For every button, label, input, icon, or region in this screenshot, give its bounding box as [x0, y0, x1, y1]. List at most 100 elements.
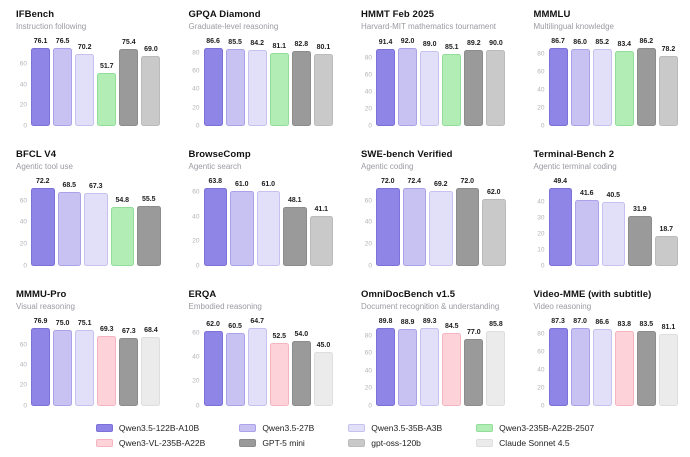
bar-column-qwen3-5-27b: 61.0	[230, 181, 254, 266]
bar-column-qwen3-vl-235b-a22b: 52.5	[269, 328, 289, 406]
bar-gpt-oss-120b	[482, 199, 506, 266]
bar-qwen3-5-27b	[53, 329, 73, 406]
bar-value-label: 84.2	[250, 40, 264, 48]
bar-column-gpt-5-mini: 54.0	[291, 328, 311, 406]
legend-label: Qwen3.5-35B-A3B	[371, 423, 443, 433]
y-tick-label: 60	[192, 329, 200, 337]
bar-value-label: 62.0	[486, 189, 501, 197]
y-tick-label: 0	[368, 261, 372, 269]
bar-value-label: 72.0	[380, 178, 395, 186]
plot-area: 0 20 40 60 62.0 60.5 64.7 52.5 54.0 45.0	[189, 316, 334, 408]
bar-value-label: 68.4	[144, 326, 158, 334]
plot-area: 0 20 40 60 76.9 75.0 75.1 69.3 67.3 68.4	[16, 316, 161, 408]
bar-qwen3-235b-a22b-2507	[110, 206, 134, 266]
bar-column-gpt-5-mini: 72.0	[455, 178, 479, 266]
bars-area: 72.2 68.5 67.3 54.8 55.5	[31, 178, 161, 266]
chart-subtitle: Document recognition & understanding	[361, 302, 500, 311]
bar-value-label: 61.0	[234, 181, 249, 189]
bar-value-label: 85.8	[489, 321, 503, 329]
bar-gpt-oss-120b	[654, 236, 678, 266]
legend-label: Qwen3-235B-A22B-2507	[499, 423, 595, 433]
bar-value-label: 64.7	[250, 318, 264, 325]
bars-area: 76.1 76.5 70.2 51.7 75.4 69.0	[31, 38, 161, 126]
bar-qwen3-5-122b-a10b	[548, 188, 572, 266]
bar-value-label: 40.5	[606, 192, 621, 200]
bar-qwen3-5-35b-a3b	[75, 54, 95, 126]
bar-qwen3-5-27b	[570, 48, 590, 126]
plot-area: 0 20 40 60 63.8 61.0 61.0 48.1 41.1	[189, 176, 333, 268]
bar-value-label: 92.0	[400, 38, 415, 45]
chart-card-hmmt-feb-2025: HMMT Feb 2025 Harvard-MIT mathematics tou…	[345, 0, 518, 140]
bar-qwen3-5-35b-a3b	[247, 328, 267, 406]
legend-label: Qwen3-VL-235B-A22B	[118, 438, 206, 448]
bar-value-label: 76.9	[33, 318, 48, 325]
y-tick-label: 0	[195, 401, 200, 409]
bars-area: 91.4 92.0 89.0 85.1 89.2 90.0	[376, 38, 506, 126]
bar-column-qwen3-5-35b-a3b: 40.5	[601, 188, 625, 266]
y-tick-label: 0	[195, 121, 200, 129]
bar-qwen3-5-35b-a3b	[247, 50, 267, 126]
y-tick-label: 40	[192, 212, 200, 220]
chart-subtitle: Video reasoning	[533, 302, 592, 311]
y-tick-label: 20	[192, 237, 200, 245]
y-axis: 0 20 40 60	[16, 48, 31, 128]
bar-value-label: 18.7	[659, 226, 674, 234]
bar-column-qwen3-5-122b-a10b: 72.2	[31, 178, 55, 266]
bar-value-label: 85.1	[444, 43, 459, 51]
legend-item-gpt-oss-120b: gpt-oss-120b	[348, 438, 442, 448]
bars-area: 86.7 86.0 85.2 83.4 86.2 78.2	[548, 38, 679, 126]
bars-area: 62.0 60.5 64.7 52.5 54.0 45.0	[203, 318, 334, 406]
bar-gpt-5-mini	[119, 49, 139, 126]
chart-title: Video-MME (with subtitle)	[533, 289, 652, 300]
y-axis: 0 20 40 60	[189, 188, 204, 268]
bar-value-label: 70.2	[77, 44, 92, 52]
legend-swatch-claude-sonnet-4-5	[476, 439, 494, 447]
y-tick-label: 60	[19, 60, 27, 68]
y-tick-label: 40	[364, 218, 372, 226]
y-tick-label: 40	[19, 361, 27, 369]
bar-gpt-5-mini	[464, 50, 484, 126]
chart-subtitle: Instruction following	[16, 22, 87, 31]
y-axis: 0 20 40 60	[16, 328, 31, 408]
bar-qwen3-vl-235b-a22b	[614, 331, 634, 406]
bar-qwen3-235b-a22b-2507	[614, 50, 634, 126]
plot-area: 0 20 40 60 80 86.6 85.5 84.2 81.1 82.8 80.1	[189, 36, 334, 128]
bar-qwen3-5-122b-a10b	[31, 188, 55, 266]
y-tick-label: 20	[19, 101, 27, 109]
bar-column-gpt-5-mini: 77.0	[464, 328, 484, 406]
bar-gpt-5-mini	[291, 340, 311, 406]
bar-value-label: 72.0	[460, 178, 475, 186]
y-tick-label: 60	[19, 196, 27, 204]
bar-value-label: 91.4	[378, 38, 393, 46]
bar-value-label: 68.5	[62, 182, 77, 189]
bar-qwen3-5-27b	[53, 48, 73, 126]
bar-qwen3-5-122b-a10b	[548, 328, 568, 406]
bar-column-qwen3-5-27b: 92.0	[398, 38, 418, 126]
bar-value-label: 69.2	[433, 181, 448, 189]
bars-area: 49.4 41.6 40.5 31.9 18.7	[548, 178, 678, 266]
y-tick-label: 40	[537, 366, 545, 374]
chart-subtitle: Visual reasoning	[16, 302, 76, 311]
y-tick-label: 60	[537, 348, 545, 356]
bar-column-qwen3-5-35b-a3b: 70.2	[75, 44, 95, 126]
bar-value-label: 89.0	[422, 40, 437, 48]
bar-value-label: 52.5	[272, 332, 287, 340]
bar-column-qwen3-235b-a22b-2507: 85.1	[442, 44, 462, 126]
bar-column-qwen3-5-27b: 75.0	[53, 320, 73, 406]
plot-area: 0 20 40 60 72.2 68.5 67.3 54.8 55.5	[16, 176, 161, 268]
y-tick-label: 80	[364, 332, 372, 340]
bar-qwen3-5-122b-a10b	[203, 188, 227, 266]
bar-column-qwen3-5-35b-a3b: 69.2	[429, 181, 453, 266]
y-tick-label: 60	[364, 197, 372, 205]
bar-value-label: 62.0	[206, 321, 220, 329]
chart-title: ERQA	[188, 289, 217, 300]
chart-subtitle: Agentic search	[188, 162, 242, 171]
chart-subtitle: Harvard-MIT mathematics tournament	[361, 22, 497, 31]
bar-column-qwen3-5-122b-a10b: 89.8	[376, 318, 396, 406]
legend-item-claude-sonnet-4-5: Claude Sonnet 4.5	[476, 438, 594, 448]
bar-column-qwen3-5-35b-a3b: 89.3	[420, 318, 440, 406]
bars-area: 76.9 75.0 75.1 69.3 67.3 68.4	[31, 318, 161, 406]
plot-area: 0 20 40 60 76.1 76.5 70.2 51.7 75.4 69.0	[16, 36, 161, 128]
bar-column-qwen3-5-122b-a10b: 76.9	[31, 318, 51, 406]
y-tick-label: 0	[540, 401, 545, 409]
